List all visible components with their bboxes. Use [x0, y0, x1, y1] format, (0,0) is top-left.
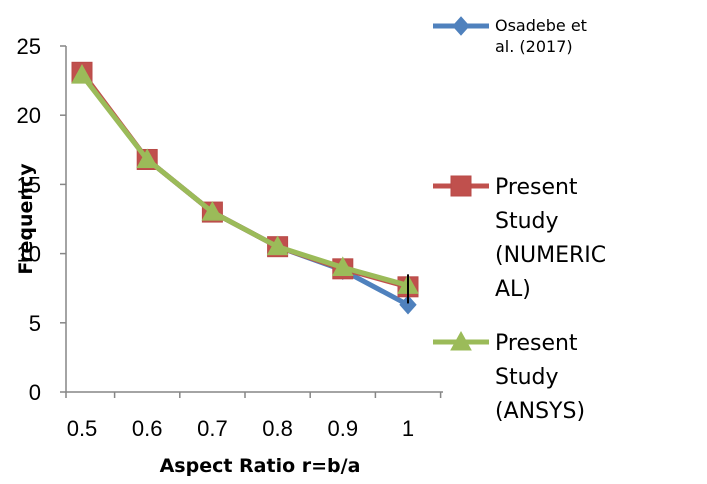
- legend-marker-triangle: [450, 330, 472, 351]
- series-line: [79, 72, 411, 288]
- legend: Osadebe et al. (2017) Present Study (NUMERIC…: [433, 16, 606, 424]
- legend-label: (ANSYS): [495, 399, 585, 424]
- data-point-triangle: [266, 235, 289, 256]
- legend-marker-diamond: [452, 16, 470, 36]
- y-tick-label: 25: [17, 34, 41, 59]
- legend-entry: Osadebe et al. (2017): [433, 16, 587, 56]
- axes: [65, 46, 443, 393]
- series-line: [79, 69, 411, 290]
- x-tick-label: 0.8: [262, 416, 293, 441]
- legend-label: (NUMERIC: [495, 243, 606, 268]
- legend-label: Study: [495, 209, 559, 234]
- y-tick-label: 10: [17, 242, 41, 267]
- legend-entry: Present Study (NUMERIC AL): [433, 175, 606, 302]
- x-tick-label: 0.5: [67, 416, 98, 441]
- y-tick-label: 20: [17, 103, 41, 128]
- x-tick-label: 0.6: [132, 416, 163, 441]
- x-ticks: 0.5 0.6 0.7 0.8 0.9 1: [65, 392, 442, 441]
- y-axis-title: Frequency: [15, 163, 37, 275]
- legend-label: Study: [495, 365, 559, 390]
- x-axis-title: Aspect Ratio r=b/a: [160, 455, 361, 477]
- y-tick-label: 5: [29, 311, 41, 336]
- legend-label: Present: [495, 175, 578, 200]
- series-layer: [71, 61, 419, 315]
- data-point-triangle: [136, 148, 159, 168]
- x-tick-label: 0.9: [328, 416, 359, 441]
- legend-label: Osadebe et: [495, 16, 587, 35]
- x-tick-label: 0.7: [197, 416, 228, 441]
- legend-label: Present: [495, 331, 578, 356]
- data-point-triangle: [201, 201, 224, 221]
- data-point-triangle: [71, 64, 93, 84]
- x-tick-label: 1: [402, 416, 414, 441]
- y-tick-label: 15: [17, 172, 41, 197]
- series-3: [71, 64, 419, 294]
- series-2: [71, 61, 419, 298]
- legend-label: AL): [495, 277, 531, 302]
- legend-marker-square: [450, 175, 472, 197]
- legend-label: al. (2017): [495, 37, 573, 56]
- y-tick-label: 0: [29, 380, 41, 405]
- y-ticks: 0 5 10 15 20 25: [17, 34, 66, 405]
- data-point-diamond: [399, 295, 417, 315]
- legend-entry: Present Study (ANSYS): [433, 330, 585, 424]
- data-point-triangle: [331, 256, 354, 276]
